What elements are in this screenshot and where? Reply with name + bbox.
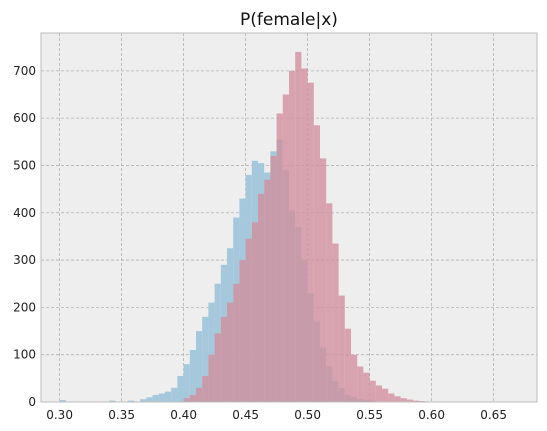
histogram-bar-series-2 (183, 398, 190, 402)
y-tick-label: 200 (13, 300, 36, 314)
histogram-bar-series-2 (413, 400, 420, 402)
histogram-bar-series-2 (406, 399, 413, 402)
histogram-bar-series-2 (239, 260, 246, 402)
x-tick-label: 0.40 (170, 408, 197, 422)
histogram-bar-series-1 (196, 331, 203, 402)
histogram-bar-series-1 (59, 400, 66, 402)
y-tick-label: 600 (13, 111, 36, 125)
histogram-bar-series-2 (400, 398, 407, 402)
histogram-bar-series-2 (196, 387, 203, 402)
histogram-bar-series-2 (270, 156, 277, 402)
histogram-bar-series-2 (363, 372, 370, 402)
histogram-bar-series-2 (245, 238, 252, 402)
x-tick-label: 0.60 (418, 408, 445, 422)
histogram-bar-series-2 (382, 388, 389, 402)
y-tick-label: 100 (13, 348, 36, 362)
x-tick-label: 0.45 (232, 408, 259, 422)
histogram-bar-series-2 (264, 179, 271, 402)
histogram-bar-series-1 (140, 399, 147, 402)
histogram-bar-series-2 (258, 193, 265, 402)
histogram-bar-series-1 (202, 316, 209, 402)
histogram-bar-series-2 (357, 366, 364, 402)
histogram-bar-series-2 (282, 94, 289, 402)
histogram-bar-series-2 (276, 113, 283, 402)
histogram-bar-series-2 (208, 354, 215, 402)
histogram-bar-series-1 (146, 397, 153, 402)
y-tick-label: 300 (13, 253, 36, 267)
x-tick-label: 0.30 (46, 408, 73, 422)
histogram-bar-series-2 (388, 393, 395, 402)
histogram-bar-series-2 (301, 68, 308, 402)
histogram-bar-series-2 (326, 203, 333, 402)
histogram-bar-series-2 (295, 51, 302, 403)
histogram-bar-series-2 (369, 380, 376, 402)
histogram-bar-series-2 (289, 70, 296, 402)
histogram-bar-series-1 (208, 302, 215, 402)
histogram-bar-series-1 (165, 391, 172, 402)
histogram-bar-series-2 (220, 316, 227, 402)
histogram-bar-series-1 (189, 349, 196, 402)
histogram-bar-series-1 (109, 400, 116, 402)
plot-frame (40, 32, 538, 403)
histogram-bar-series-1 (177, 375, 184, 402)
y-tick-label: 400 (13, 206, 36, 220)
x-axis-ticks: 0.30 0.35 0.40 0.45 0.50 0.55 0.60 0.65 (46, 408, 507, 422)
chart-title: P(female|x) (240, 10, 338, 30)
histogram-bar-series-2 (233, 283, 240, 402)
y-tick-label: 0 (28, 395, 36, 409)
histogram-bar-series-2 (189, 394, 196, 402)
x-tick-label: 0.50 (294, 408, 321, 422)
x-tick-label: 0.35 (108, 408, 135, 422)
x-tick-label: 0.65 (480, 408, 507, 422)
histogram-bar-series-2 (332, 243, 339, 402)
histogram-bar-series-2 (394, 396, 401, 402)
y-tick-label: 500 (13, 158, 36, 172)
y-tick-label: 700 (13, 64, 36, 78)
histogram-bar-series-1 (171, 387, 178, 402)
y-axis-ticks: 0 100 200 300 400 500 600 700 (13, 64, 36, 409)
histogram-bar-series-2 (338, 295, 345, 402)
histogram-bar-series-2 (307, 82, 314, 402)
histogram-bar-series-2 (214, 333, 221, 402)
histogram-bar-series-1 (127, 400, 134, 402)
histogram-bar-series-2 (375, 385, 382, 402)
histogram-bar-series-1 (183, 364, 190, 402)
histogram-bar-series-2 (351, 354, 358, 402)
histogram-bar-series-2 (344, 328, 351, 402)
histogram-bar-series-2 (202, 375, 209, 402)
histogram-bar-series-2 (227, 302, 234, 402)
histogram-bar-series-1 (158, 393, 165, 402)
x-tick-label: 0.55 (356, 408, 383, 422)
histogram-bar-series-2 (320, 158, 327, 402)
histogram-bars (59, 51, 426, 403)
histogram-bar-series-2 (313, 125, 320, 402)
histogram-bar-series-2 (251, 222, 258, 402)
histogram-bar-series-1 (152, 394, 159, 402)
